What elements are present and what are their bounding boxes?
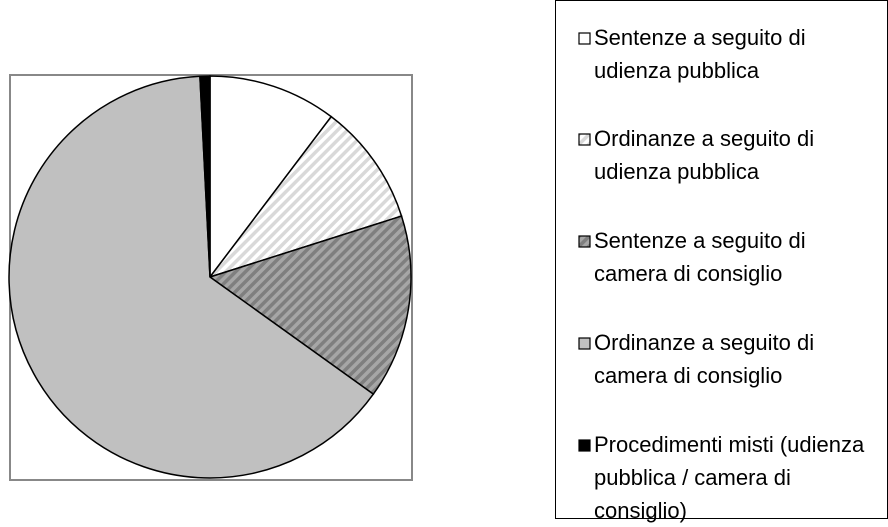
legend: Sentenze a seguito di udienza pubblica Or… bbox=[555, 0, 888, 523]
legend-entry: Sentenze a seguito di camera di consigli… bbox=[578, 224, 868, 290]
pie-slice bbox=[199, 75, 211, 278]
legend-entry: Ordinanze a seguito di udienza pubblica bbox=[578, 122, 868, 188]
legend-label: Procedimenti misti (udienza pubblica / c… bbox=[594, 432, 865, 523]
legend-entry: Procedimenti misti (udienza pubblica / c… bbox=[578, 428, 868, 527]
legend-swatch-box bbox=[578, 32, 591, 45]
legend-swatch-box bbox=[578, 133, 591, 146]
legend-swatch-box bbox=[578, 235, 591, 248]
pie-slice bbox=[207, 115, 403, 279]
pie-slice bbox=[208, 215, 412, 396]
legend-swatch-box bbox=[578, 337, 591, 350]
legend-label: Sentenze a seguito di camera di consigli… bbox=[594, 228, 806, 286]
legend-swatch bbox=[578, 133, 591, 146]
legend-entry: Ordinanze a seguito di camera di consigl… bbox=[578, 326, 868, 392]
legend-label: Ordinanze a seguito di camera di consigl… bbox=[594, 330, 815, 388]
legend-entry: Sentenze a seguito di udienza pubblica bbox=[578, 21, 868, 87]
legend-swatch bbox=[578, 32, 591, 45]
pie-slice bbox=[8, 75, 375, 479]
chart bbox=[8, 74, 413, 481]
pie-slice bbox=[209, 75, 333, 280]
legend-swatch bbox=[578, 235, 591, 248]
legend-swatch-box bbox=[578, 439, 591, 452]
legend-label: Ordinanze a seguito di udienza pubblica bbox=[594, 126, 815, 184]
legend-label: Sentenze a seguito di udienza pubblica bbox=[594, 25, 806, 83]
legend-swatch bbox=[578, 337, 591, 350]
legend-swatch bbox=[578, 439, 591, 452]
